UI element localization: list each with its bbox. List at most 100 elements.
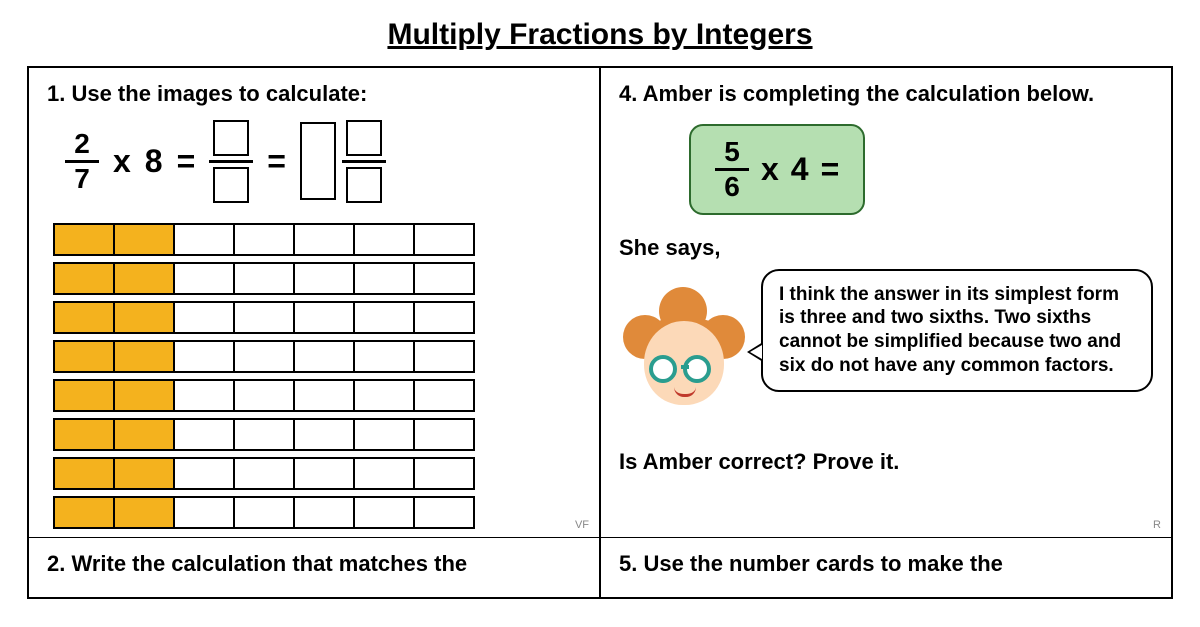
bar-cell	[113, 340, 175, 373]
question-2: 2. Write the calculation that matches th…	[29, 538, 600, 598]
bar-cell	[113, 418, 175, 451]
question-tag: R	[1153, 519, 1161, 531]
equals-symbol: =	[267, 143, 286, 180]
bar-cell	[233, 301, 295, 334]
blank-numerator[interactable]	[213, 120, 249, 156]
worksheet-grid: 1. Use the images to calculate: 2 7 x 8 …	[27, 66, 1173, 599]
bar-cell	[173, 223, 235, 256]
glasses-icon	[681, 365, 689, 369]
bar-cell	[53, 379, 115, 412]
bar-cell	[413, 457, 475, 490]
bar-cell	[413, 496, 475, 529]
q4-integer: 4	[791, 151, 809, 188]
bar-cell	[53, 496, 115, 529]
bar-cell	[353, 496, 415, 529]
bar-cell	[173, 340, 235, 373]
bar-cell	[233, 340, 295, 373]
bar-cell	[293, 496, 355, 529]
question-1: 1. Use the images to calculate: 2 7 x 8 …	[29, 68, 600, 538]
bar-cell	[173, 262, 235, 295]
character-speech-row: I think the answer in its simplest form …	[619, 269, 1153, 437]
bar-cell	[113, 301, 175, 334]
q5-prompt: 5. Use the number cards to make the	[619, 550, 1153, 578]
bar-cell	[113, 457, 175, 490]
bar-model-row	[53, 340, 581, 373]
bar-cell	[53, 457, 115, 490]
bar-cell	[173, 457, 235, 490]
bar-cell	[113, 379, 175, 412]
q4-numerator: 5	[718, 136, 746, 168]
bar-cell	[173, 379, 235, 412]
bar-cell	[353, 340, 415, 373]
question-4: 4. Amber is completing the calculation b…	[600, 68, 1171, 538]
bar-cell	[413, 379, 475, 412]
fraction-bar	[209, 160, 253, 163]
answer-mixed-blank[interactable]	[300, 120, 386, 203]
bar-cell	[233, 496, 295, 529]
equals-symbol: =	[177, 143, 196, 180]
q1-integer: 8	[145, 143, 163, 180]
bar-cell	[233, 418, 295, 451]
bar-cell	[173, 418, 235, 451]
bar-cell	[53, 301, 115, 334]
bar-model-row	[53, 262, 581, 295]
q1-prompt: 1. Use the images to calculate:	[47, 80, 581, 108]
q4-prompt: 4. Amber is completing the calculation b…	[619, 80, 1153, 108]
glasses-icon	[649, 355, 711, 383]
q4-fraction: 5 6	[715, 136, 749, 203]
bar-cell	[233, 457, 295, 490]
blank-whole[interactable]	[300, 122, 336, 200]
bar-cell	[53, 340, 115, 373]
bar-cell	[293, 301, 355, 334]
equals-symbol: =	[821, 151, 840, 188]
bubble-text: I think the answer in its simplest form …	[779, 284, 1121, 376]
q4-denominator: 6	[718, 171, 746, 203]
bar-cell	[353, 418, 415, 451]
bar-cell	[413, 223, 475, 256]
bar-model-row	[53, 418, 581, 451]
bar-cell	[413, 301, 475, 334]
bar-cell	[113, 262, 175, 295]
bar-cell	[173, 301, 235, 334]
bar-cell	[293, 340, 355, 373]
bar-cell	[113, 223, 175, 256]
bar-cell	[233, 262, 295, 295]
bar-cell	[293, 379, 355, 412]
amber-avatar	[619, 287, 749, 437]
bar-cell	[353, 301, 415, 334]
bar-cell	[353, 457, 415, 490]
bar-cell	[413, 340, 475, 373]
bar-cell	[293, 262, 355, 295]
bar-model-row	[53, 457, 581, 490]
bar-cell	[53, 262, 115, 295]
q1-numerator: 2	[68, 128, 96, 160]
q4-equation-pill: 5 6 x 4 =	[689, 124, 865, 215]
bar-model-row	[53, 379, 581, 412]
q1-equation: 2 7 x 8 = =	[65, 120, 581, 203]
blank-denominator[interactable]	[213, 167, 249, 203]
bar-cell	[293, 223, 355, 256]
answer-fraction-blank[interactable]	[209, 120, 253, 203]
question-tag: VF	[575, 519, 589, 531]
bar-cell	[353, 262, 415, 295]
blank-denominator[interactable]	[346, 167, 382, 203]
times-symbol: x	[761, 151, 779, 188]
bar-cell	[353, 379, 415, 412]
bar-model-row	[53, 496, 581, 529]
she-says-label: She says,	[619, 235, 1153, 261]
bar-cell	[413, 262, 475, 295]
q1-fraction: 2 7	[65, 128, 99, 195]
q4-closing: Is Amber correct? Prove it.	[619, 449, 1153, 475]
q1-denominator: 7	[68, 163, 96, 195]
blank-numerator[interactable]	[346, 120, 382, 156]
bar-cell	[353, 223, 415, 256]
speech-bubble: I think the answer in its simplest form …	[761, 269, 1153, 392]
bar-cell	[113, 496, 175, 529]
bar-model-row	[53, 223, 581, 256]
bar-cell	[53, 418, 115, 451]
bar-cell	[233, 379, 295, 412]
bar-cell	[293, 457, 355, 490]
bar-model-row	[53, 301, 581, 334]
bar-cell	[233, 223, 295, 256]
fraction-bar	[342, 160, 386, 163]
